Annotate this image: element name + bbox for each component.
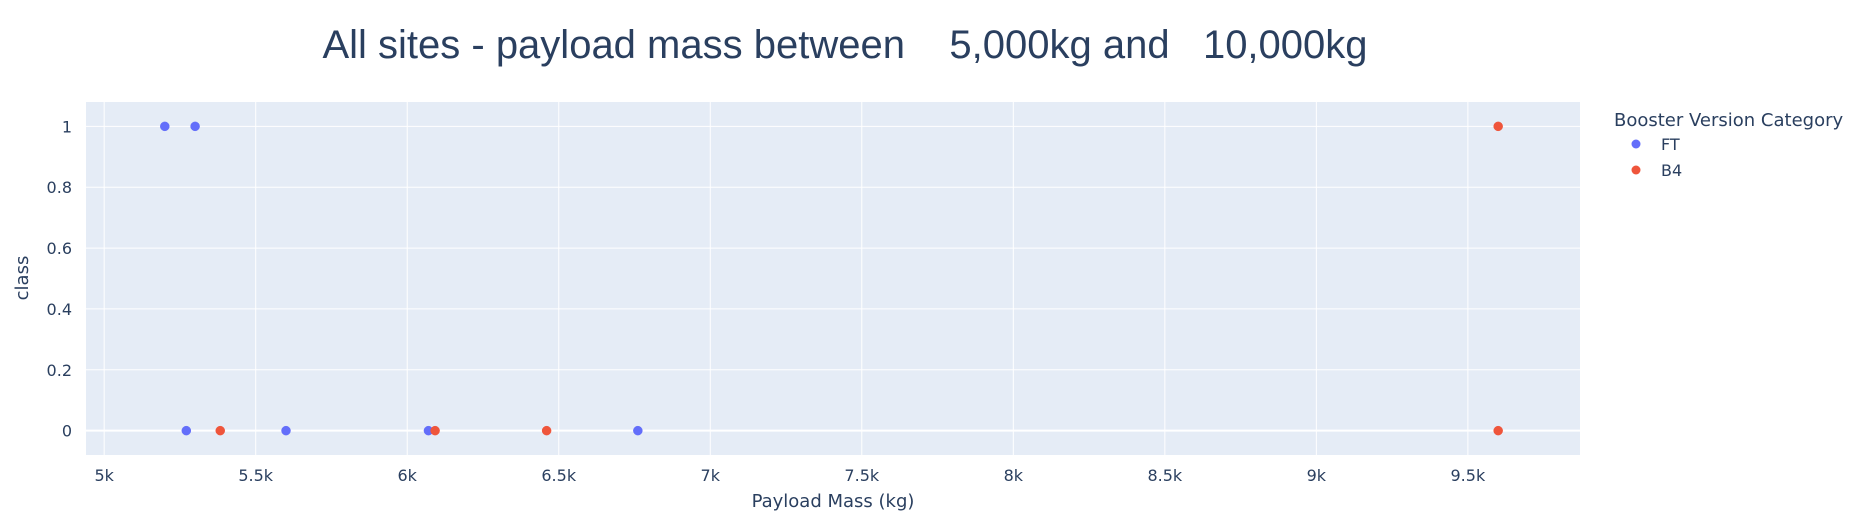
data-points [160, 121, 1503, 436]
legend-marker [1631, 139, 1641, 149]
x-tick-label: 9.5k [1451, 466, 1486, 485]
legend-title: Booster Version Category [1614, 110, 1843, 131]
data-point-b4[interactable] [541, 425, 552, 436]
legend-marker [1631, 165, 1641, 175]
legend-item-b4[interactable]: B4 [1631, 161, 1683, 180]
grid-lines [86, 102, 1580, 455]
legend: Booster Version Category FT B4 [1614, 110, 1843, 180]
x-tick-label: 6k [397, 466, 417, 485]
x-tick-label: 8.5k [1147, 466, 1182, 485]
legend-items: FT B4 [1631, 135, 1683, 180]
data-point-ft[interactable] [160, 121, 170, 132]
data-point-ft[interactable] [190, 121, 200, 132]
y-tick-label: 0.2 [47, 361, 72, 380]
y-axis-ticks: 0 0.2 0.4 0.6 0.8 1 [47, 117, 72, 440]
x-tick-label: 7k [701, 466, 721, 485]
x-tick-label: 7.5k [844, 466, 879, 485]
data-point-b4[interactable] [215, 425, 225, 436]
data-point-b4[interactable] [430, 425, 440, 436]
x-tick-label: 6.5k [541, 466, 576, 485]
data-point-b4[interactable] [1493, 121, 1503, 132]
x-tick-label: 5k [94, 466, 114, 485]
legend-label: FT [1661, 135, 1680, 154]
y-tick-label: 0.8 [47, 178, 72, 197]
x-tick-label: 5.5k [238, 466, 273, 485]
y-tick-label: 0.4 [47, 300, 72, 319]
data-point-ft[interactable] [281, 425, 291, 436]
legend-label: B4 [1661, 161, 1682, 180]
plot-area[interactable] [86, 102, 1580, 455]
x-tick-label: 9k [1307, 466, 1327, 485]
y-tick-label: 0 [62, 422, 72, 441]
legend-item-ft[interactable]: FT [1631, 135, 1680, 154]
y-axis-title: class [12, 256, 33, 301]
data-point-ft[interactable] [181, 425, 192, 436]
x-axis-title: Payload Mass (kg) [752, 491, 915, 512]
chart-title: All sites - payload mass between 5,000kg… [322, 23, 1367, 67]
data-point-ft[interactable] [633, 425, 643, 436]
data-point-b4[interactable] [1493, 425, 1503, 436]
x-axis-ticks: 5k 5.5k 6k 6.5k 7k 7.5k 8k 8.5k 9k 9.5k [94, 466, 1486, 485]
x-tick-label: 8k [1004, 466, 1024, 485]
y-tick-label: 0.6 [47, 239, 72, 258]
y-tick-label: 1 [62, 117, 72, 136]
